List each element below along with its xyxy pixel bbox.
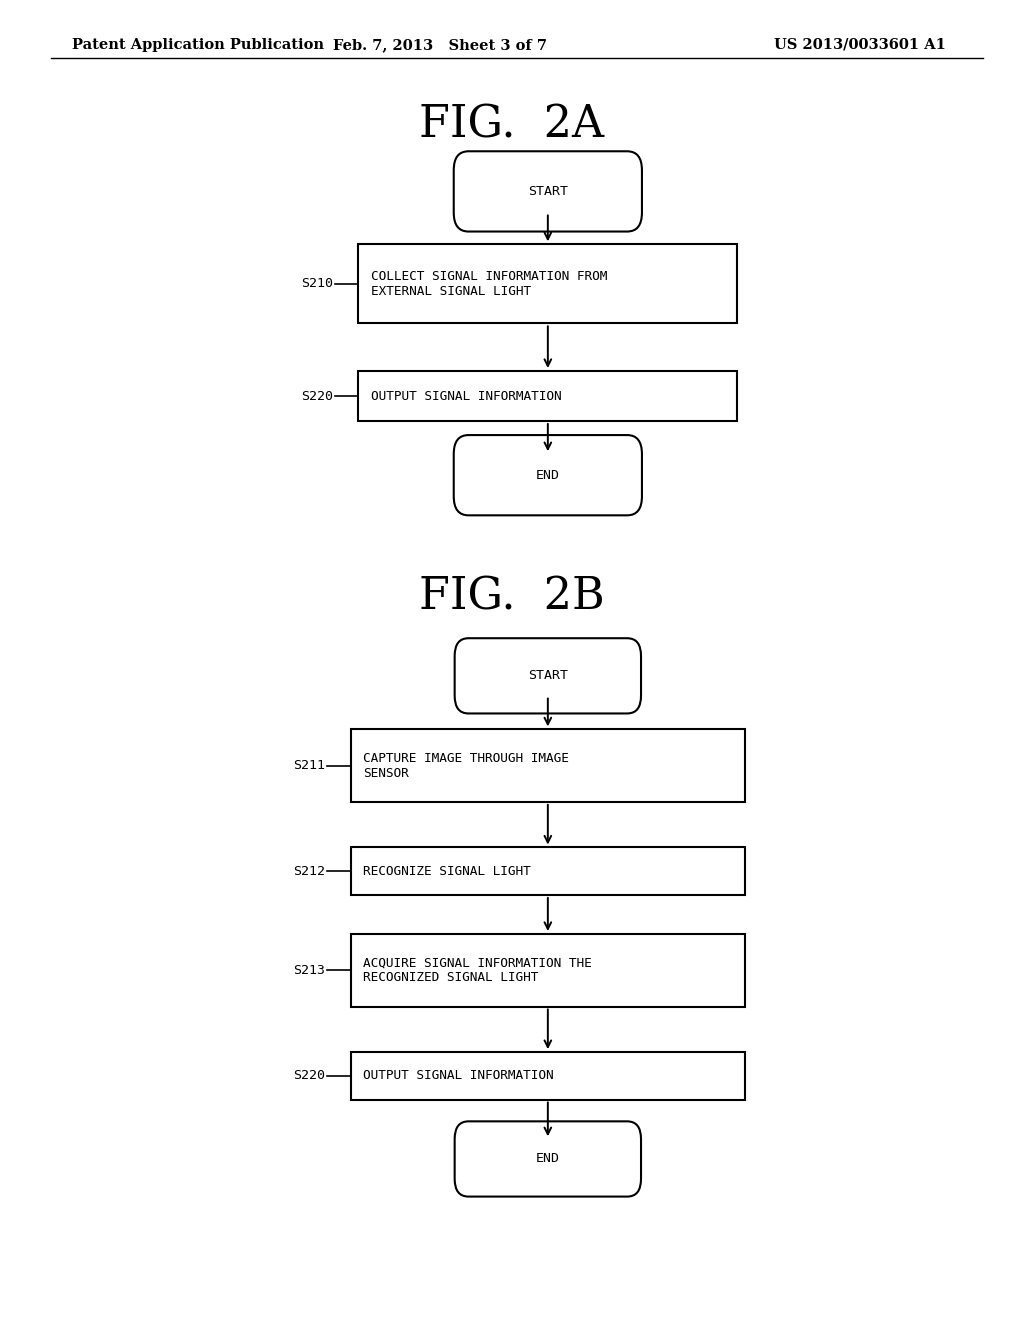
FancyBboxPatch shape xyxy=(455,639,641,713)
Text: OUTPUT SIGNAL INFORMATION: OUTPUT SIGNAL INFORMATION xyxy=(371,389,561,403)
Text: S213: S213 xyxy=(293,964,326,977)
Text: COLLECT SIGNAL INFORMATION FROM
EXTERNAL SIGNAL LIGHT: COLLECT SIGNAL INFORMATION FROM EXTERNAL… xyxy=(371,269,607,298)
Bar xyxy=(350,935,745,1006)
Bar xyxy=(358,244,737,323)
Text: S220: S220 xyxy=(293,1069,326,1082)
Text: FIG.  2A: FIG. 2A xyxy=(420,104,604,147)
Bar xyxy=(350,1052,745,1100)
Text: US 2013/0033601 A1: US 2013/0033601 A1 xyxy=(774,38,946,51)
FancyBboxPatch shape xyxy=(454,152,642,231)
Text: END: END xyxy=(536,1152,560,1166)
FancyBboxPatch shape xyxy=(454,436,642,515)
Text: S212: S212 xyxy=(293,865,326,878)
Text: RECOGNIZE SIGNAL LIGHT: RECOGNIZE SIGNAL LIGHT xyxy=(364,865,530,878)
Bar xyxy=(358,371,737,421)
Text: S210: S210 xyxy=(301,277,333,290)
Text: ACQUIRE SIGNAL INFORMATION THE
RECOGNIZED SIGNAL LIGHT: ACQUIRE SIGNAL INFORMATION THE RECOGNIZE… xyxy=(364,956,592,985)
Text: OUTPUT SIGNAL INFORMATION: OUTPUT SIGNAL INFORMATION xyxy=(364,1069,554,1082)
Text: FIG.  2B: FIG. 2B xyxy=(419,576,605,618)
Text: S211: S211 xyxy=(293,759,326,772)
Bar xyxy=(350,729,745,803)
Text: Feb. 7, 2013   Sheet 3 of 7: Feb. 7, 2013 Sheet 3 of 7 xyxy=(334,38,547,51)
Text: END: END xyxy=(536,469,560,482)
Text: Patent Application Publication: Patent Application Publication xyxy=(72,38,324,51)
Text: S220: S220 xyxy=(301,389,333,403)
Text: CAPTURE IMAGE THROUGH IMAGE
SENSOR: CAPTURE IMAGE THROUGH IMAGE SENSOR xyxy=(364,751,569,780)
Text: START: START xyxy=(527,185,568,198)
FancyBboxPatch shape xyxy=(455,1122,641,1196)
Text: START: START xyxy=(527,669,568,682)
Bar xyxy=(350,847,745,895)
